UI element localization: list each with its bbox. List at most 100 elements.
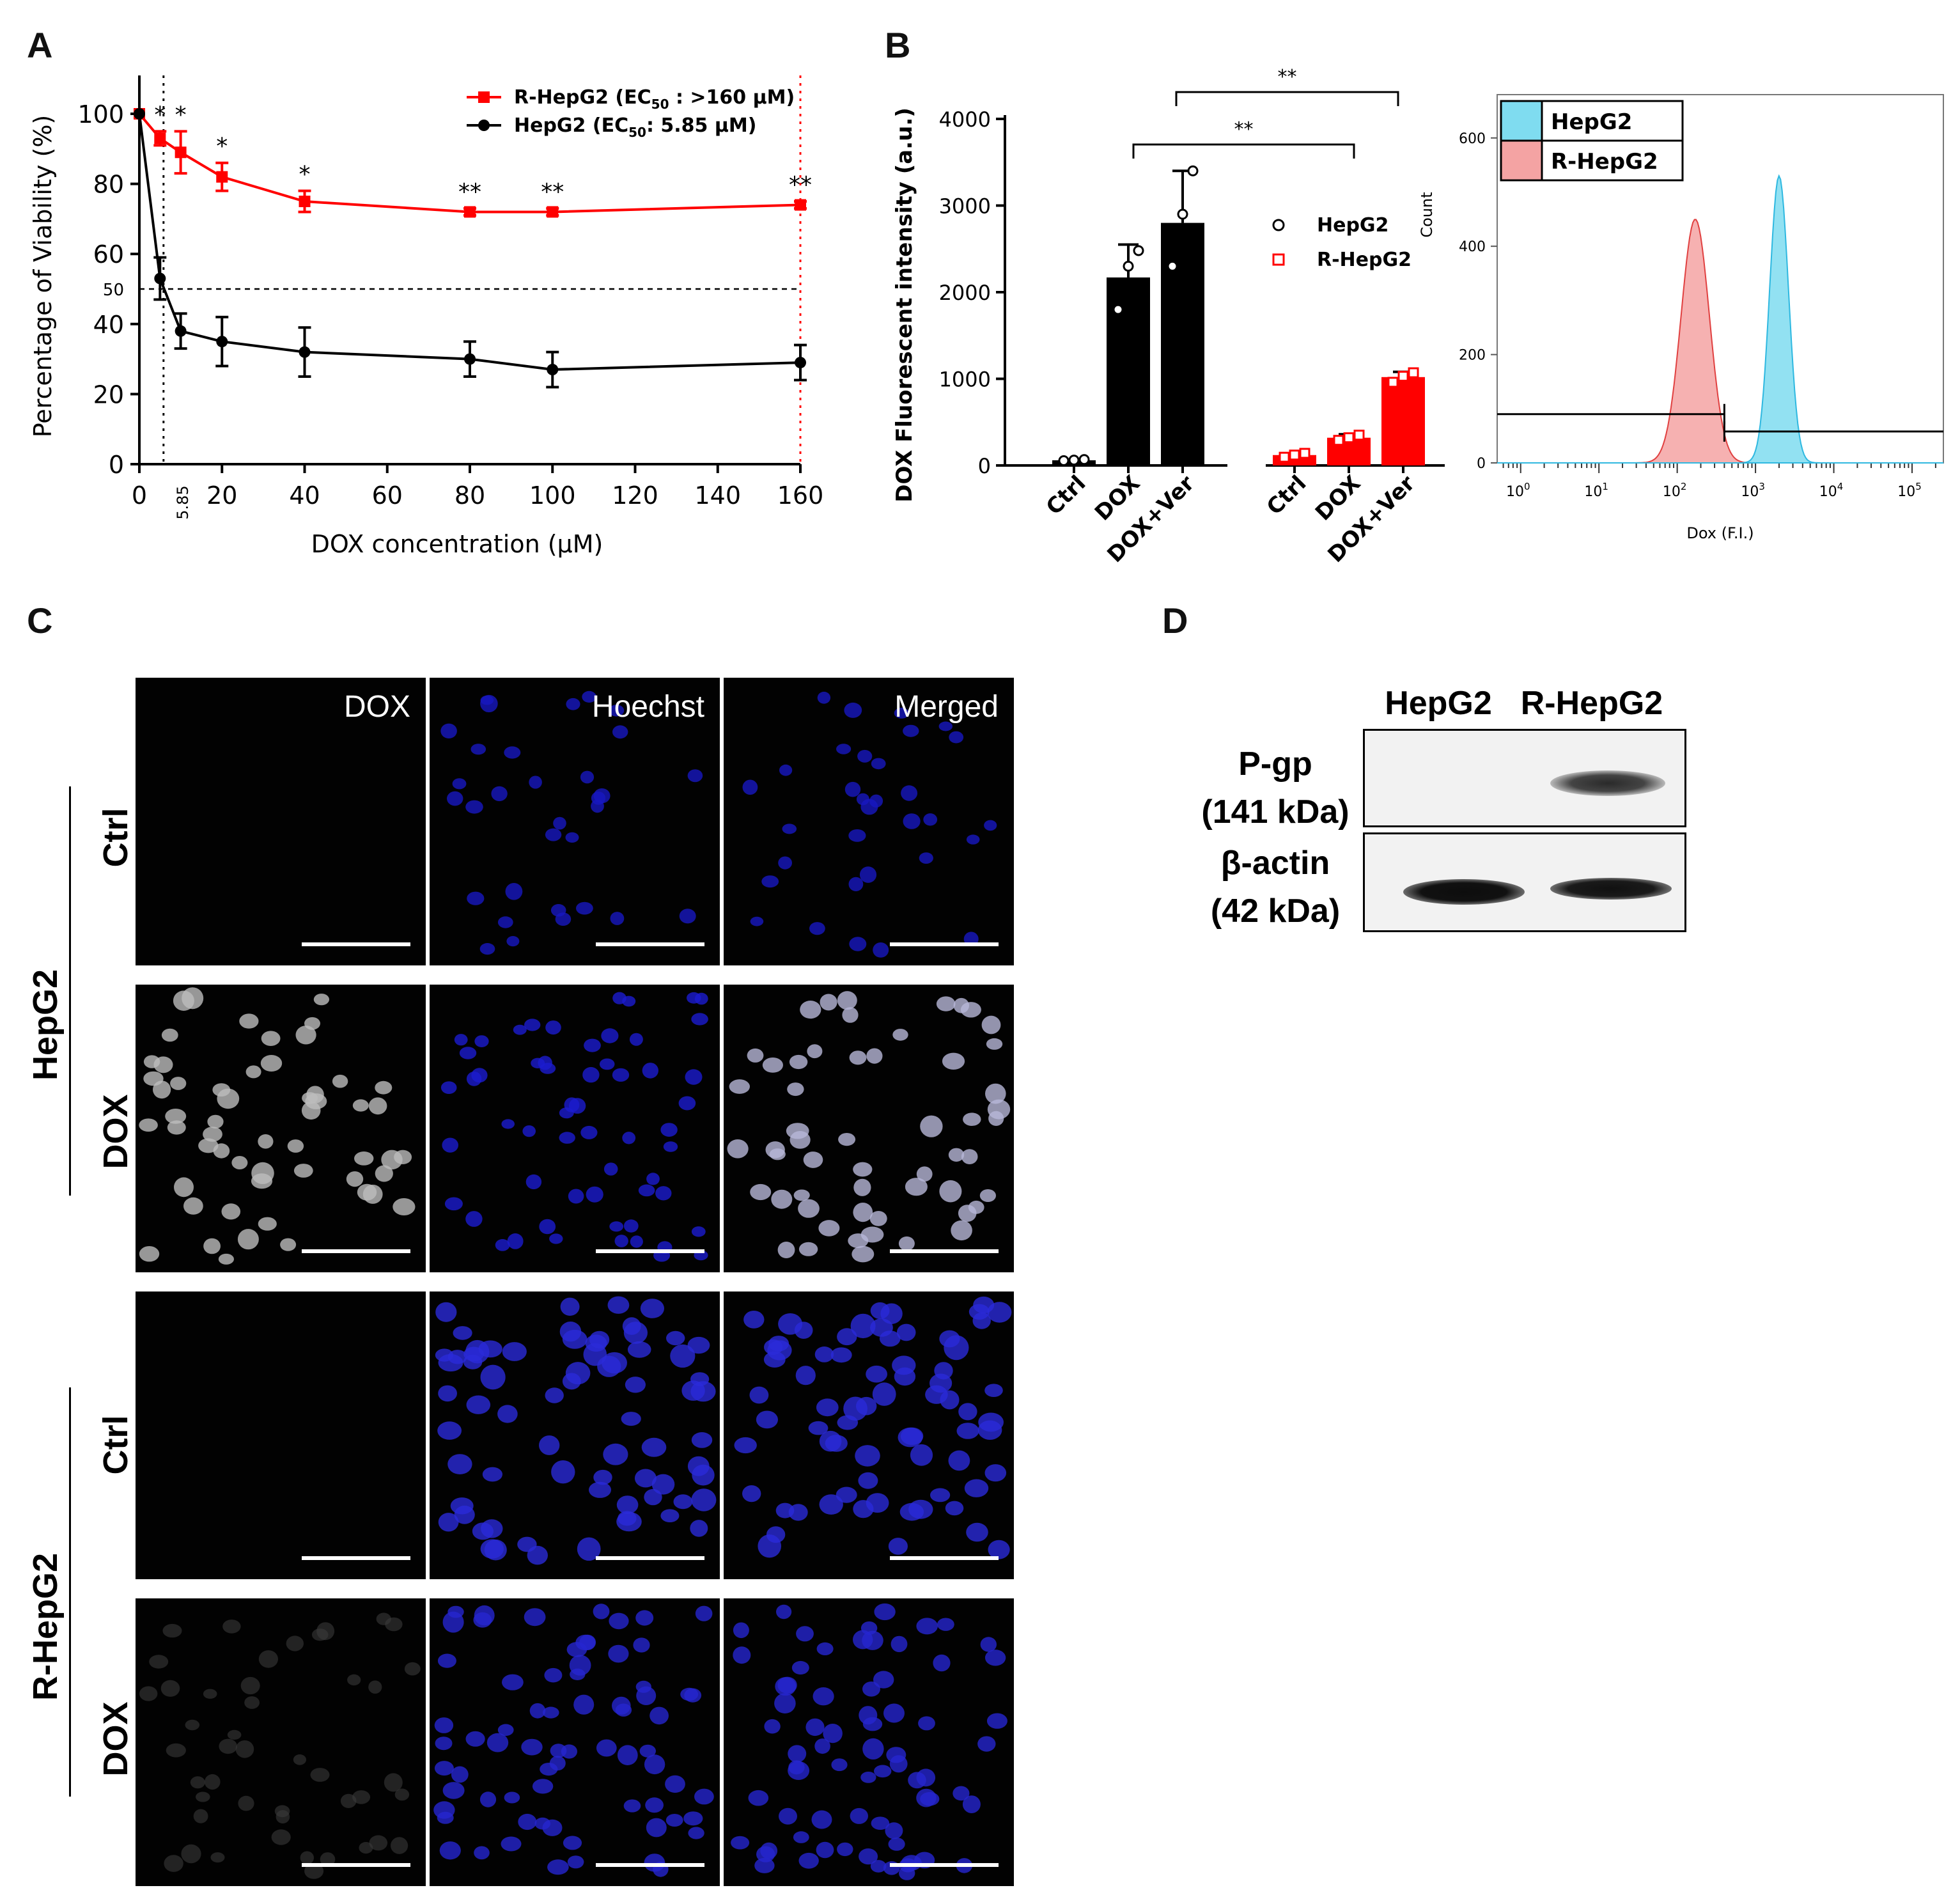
bar	[1161, 222, 1204, 465]
cell-nucleus	[896, 1323, 916, 1341]
cell-nucleus	[139, 1686, 158, 1701]
cell-nucleus	[898, 1236, 915, 1251]
cell-nucleus	[287, 1139, 304, 1153]
data-point	[154, 132, 166, 144]
cell-nucleus	[603, 1443, 628, 1465]
cell-nucleus	[687, 769, 703, 783]
cell-nucleus	[601, 1028, 619, 1043]
cell-nucleus	[860, 799, 878, 815]
cell-nucleus	[346, 1171, 364, 1187]
cell-nucleus	[218, 1253, 234, 1265]
cell-nucleus	[502, 1342, 527, 1361]
cell-nucleus	[949, 731, 964, 744]
cell-nucleus	[788, 1745, 807, 1763]
cell-nucleus	[577, 1537, 601, 1561]
group-line-hepg2	[69, 786, 71, 1196]
cell-nucleus	[295, 1026, 316, 1045]
cell-nucleus	[497, 1405, 518, 1423]
cell-nucleus	[811, 1810, 832, 1829]
cell-nucleus	[814, 1346, 834, 1362]
cell-nucleus	[293, 1164, 313, 1178]
cell-nucleus	[593, 788, 611, 804]
cell-nucleus	[472, 1522, 494, 1540]
cell-nucleus	[545, 828, 562, 841]
legend-marker-rhepg2	[478, 91, 490, 103]
western-blot-panel: HepG2 R-HepG2 P-gp (141 kDa) β-actin (42…	[1163, 665, 1739, 985]
cell-nucleus	[347, 1674, 361, 1686]
cell-nucleus	[612, 1068, 630, 1082]
cell-nucleus	[166, 1743, 186, 1758]
cell-nucleus	[984, 820, 997, 831]
cell-nucleus	[767, 1340, 792, 1361]
cell-nucleus	[986, 1038, 1003, 1050]
cell-nucleus	[953, 1786, 970, 1801]
cell-nucleus	[733, 1622, 749, 1639]
cell-nucleus	[576, 901, 593, 915]
cell-nucleus	[892, 1029, 908, 1041]
cell-nucleus	[562, 1373, 581, 1390]
cell-nucleus	[609, 1221, 624, 1232]
cell-nucleus	[391, 1837, 408, 1854]
cell-nucleus	[190, 1776, 205, 1789]
row-label-rhepg2-ctrl: Ctrl	[97, 1415, 135, 1475]
cell-nucleus	[666, 1330, 685, 1346]
cell-nucleus	[480, 696, 494, 705]
cell-nucleus	[984, 1384, 1003, 1397]
cell-nucleus	[892, 1355, 916, 1375]
cell-nucleus	[521, 1738, 543, 1756]
y-tick-label: 1000	[939, 368, 991, 392]
cell-nucleus	[271, 1829, 291, 1845]
cell-nucleus	[591, 799, 604, 813]
cell-nucleus	[222, 1619, 241, 1634]
cell-nucleus	[238, 1795, 254, 1811]
x-tick-label: 20	[206, 481, 237, 510]
cell-nucleus	[820, 994, 837, 1011]
cell-nucleus	[440, 1081, 457, 1094]
x-tick-label: Ctrl	[1262, 471, 1312, 520]
cell-nucleus	[862, 1630, 883, 1650]
cell-nucleus	[630, 1235, 643, 1248]
cell-nucleus	[849, 937, 867, 951]
cell-nucleus	[543, 1706, 559, 1719]
cell-nucleus	[805, 1718, 825, 1736]
legend-marker-hepg2	[478, 120, 490, 131]
panel-letter-d: D	[1162, 600, 1188, 641]
cell-nucleus	[795, 1366, 816, 1385]
data-point	[1068, 455, 1080, 466]
data-point	[1397, 370, 1409, 382]
micro-hepg2-dox-hoechst	[430, 985, 720, 1272]
cell-nucleus	[585, 1334, 607, 1352]
x-axis-label: DOX concentration (μM)	[311, 530, 603, 558]
row-label-rhepg2-dox: DOX	[97, 1701, 135, 1777]
cell-nucleus	[791, 1660, 809, 1675]
data-point	[1133, 245, 1144, 256]
cell-nucleus	[280, 1238, 297, 1251]
cell-nucleus	[467, 891, 485, 905]
cell-nucleus	[850, 1313, 876, 1339]
cell-nucleus	[506, 936, 520, 947]
cell-nucleus	[610, 912, 625, 925]
cell-nucleus	[183, 1197, 203, 1215]
cell-nucleus	[217, 1088, 240, 1109]
x-tick-label: 100	[529, 481, 576, 510]
cell-nucleus	[855, 1445, 880, 1467]
cell-nucleus	[524, 1018, 541, 1031]
cell-nucleus	[885, 1822, 903, 1839]
significance-bracket	[1132, 143, 1355, 159]
cell-nucleus	[925, 1385, 948, 1404]
cell-nucleus	[988, 1111, 1004, 1126]
cell-nucleus	[937, 1618, 954, 1631]
cell-nucleus	[149, 1655, 169, 1669]
cell-nucleus	[853, 1178, 871, 1196]
cell-nucleus	[369, 1835, 388, 1851]
band-actin-rhepg2	[1550, 878, 1672, 900]
y-tick-label: 0	[978, 454, 991, 478]
scale-bar	[890, 1863, 999, 1867]
data-point	[299, 196, 311, 207]
cell-nucleus	[769, 1148, 786, 1160]
cell-nucleus	[816, 1841, 834, 1859]
cell-nucleus	[968, 1200, 984, 1214]
cell-nucleus	[680, 1687, 699, 1701]
data-point	[1187, 165, 1199, 176]
viability-line-chart: 0 20 40 60 80 100 0 20 40 60 80 100 120 140 160 50 5.85 *…	[29, 75, 823, 558]
